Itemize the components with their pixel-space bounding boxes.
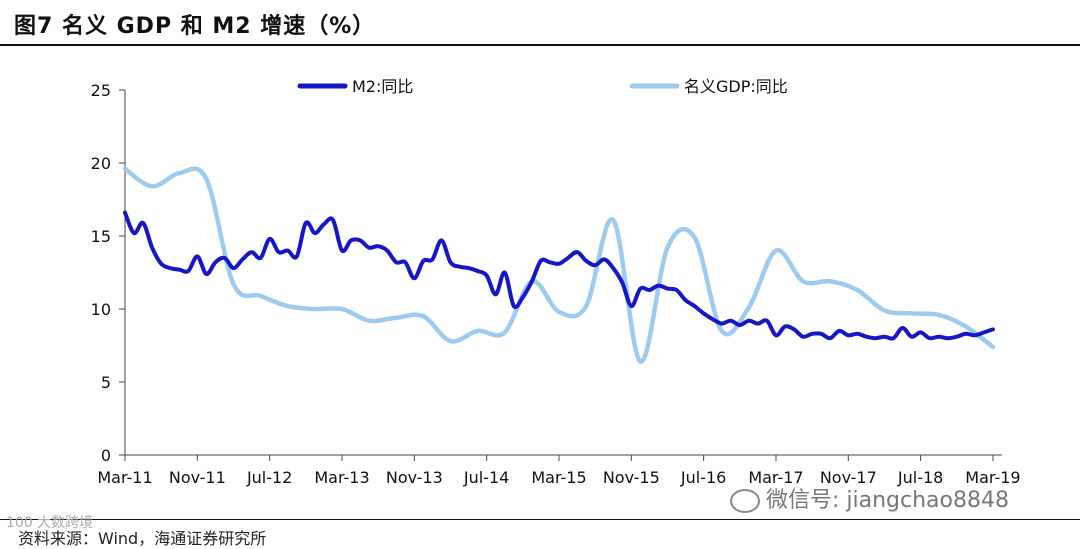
y-tick-label: 15: [91, 227, 111, 246]
series-lines: [122, 166, 996, 364]
y-tick-label: 10: [91, 300, 111, 319]
line-chart: 0 5 10 15 20 25 Mar-11 Nov-11 Jul-12 Mar-13 Nov-13…: [91, 77, 1021, 487]
y-tick-label: 0: [101, 446, 111, 465]
series-line-m2: [123, 210, 995, 341]
watermark: 微信号: jiangchao8848: [730, 482, 1009, 514]
wechat-icon: [730, 489, 760, 513]
watermark-text: 微信号: jiangchao8848: [766, 488, 1009, 513]
x-tick-label: Nov-11: [169, 468, 226, 487]
y-tick-label: 25: [91, 81, 111, 100]
x-tick-label: Nov-13: [386, 468, 443, 487]
footer-divider: [0, 519, 1080, 520]
y-tick-label: 5: [101, 373, 111, 392]
x-tick-label: Jul-12: [246, 468, 292, 487]
x-tick-label: Jul-18: [897, 468, 943, 487]
x-tick-label: Mar-19: [965, 468, 1020, 487]
series-line-nominal-gdp: [122, 166, 996, 364]
chart-title: 图7 名义 GDP 和 M2 增速（%）: [14, 14, 376, 39]
x-tick-label: Jul-14: [463, 468, 509, 487]
y-tick-label: 20: [91, 154, 111, 173]
legend-label-gdp: 名义GDP:同比: [684, 77, 788, 96]
legend-label-m2: M2:同比: [352, 77, 413, 96]
source-note: 资料来源：Wind，海通证券研究所: [18, 529, 267, 548]
x-tick-label: Mar-17: [748, 468, 803, 487]
axes: 0 5 10 15 20 25 Mar-11 Nov-11 Jul-12 Mar-13 Nov-13…: [91, 81, 1021, 487]
x-tick-label: Mar-11: [97, 468, 152, 487]
x-tick-label: Jul-16: [680, 468, 726, 487]
x-tick-label: Nov-15: [603, 468, 660, 487]
x-tick-label: Mar-13: [314, 468, 369, 487]
x-tick-label: Nov-17: [820, 468, 877, 487]
x-tick-label: Mar-15: [531, 468, 586, 487]
legend: M2:同比 名义GDP:同比: [297, 77, 788, 96]
title-divider: [0, 44, 1080, 46]
corner-mark: 100 大数跨境: [6, 515, 94, 531]
